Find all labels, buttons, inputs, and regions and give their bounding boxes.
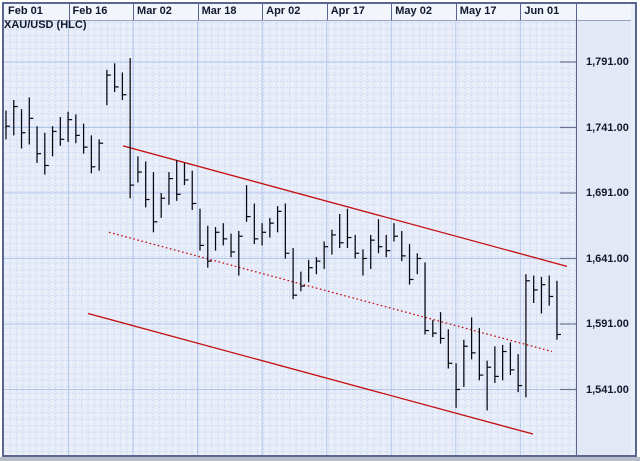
date-axis-divider [455,4,457,20]
price-axis-label: 1,741.00 [586,121,629,134]
date-axis-label: Feb 01 [8,5,43,17]
date-axis-label: May 02 [395,5,432,17]
date-axis-label: Apr 17 [330,5,365,17]
price-tick-marks [560,61,576,391]
symbol-title: XAU/USD (HLC) [4,19,87,31]
channel-middle-line [108,231,553,353]
date-axis-divider [262,4,264,20]
date-axis-label: Apr 02 [266,5,301,17]
date-axis-label: Mar 18 [201,5,237,17]
channel-bottom-line [87,312,534,435]
date-axis-divider [391,4,393,20]
date-axis-label: Feb 16 [72,5,108,17]
trend-channel-lines [87,145,568,435]
date-axis: Feb 01 Feb 16 Mar 02 Mar 18 Apr 02 Apr 17 May … [4,4,631,21]
date-axis-divider [197,4,199,20]
price-axis-label: 1,641.00 [586,252,629,265]
hlc-bars [5,58,561,411]
date-axis-divider [326,4,328,20]
date-axis-divider [68,4,70,20]
date-axis-divider [520,4,522,20]
channel-top-line [122,145,568,267]
axis-panel-divider [576,4,577,455]
date-axis-label: May 17 [459,5,497,17]
price-axis-label: 1,591.00 [586,318,629,330]
price-axis-label: 1,791.00 [586,56,629,68]
bottom-strip [0,457,640,461]
date-axis-label: Mar 02 [137,5,172,17]
price-axis-label: 1,541.00 [586,383,629,396]
date-axis-label: Jun 01 [524,5,560,17]
date-axis-divider [133,4,135,20]
price-axis-panel: 1,791.00 1,741.00 1,691.00 1,641.00 1,591.00… [577,21,631,455]
price-axis-label: 1,691.00 [586,187,629,199]
